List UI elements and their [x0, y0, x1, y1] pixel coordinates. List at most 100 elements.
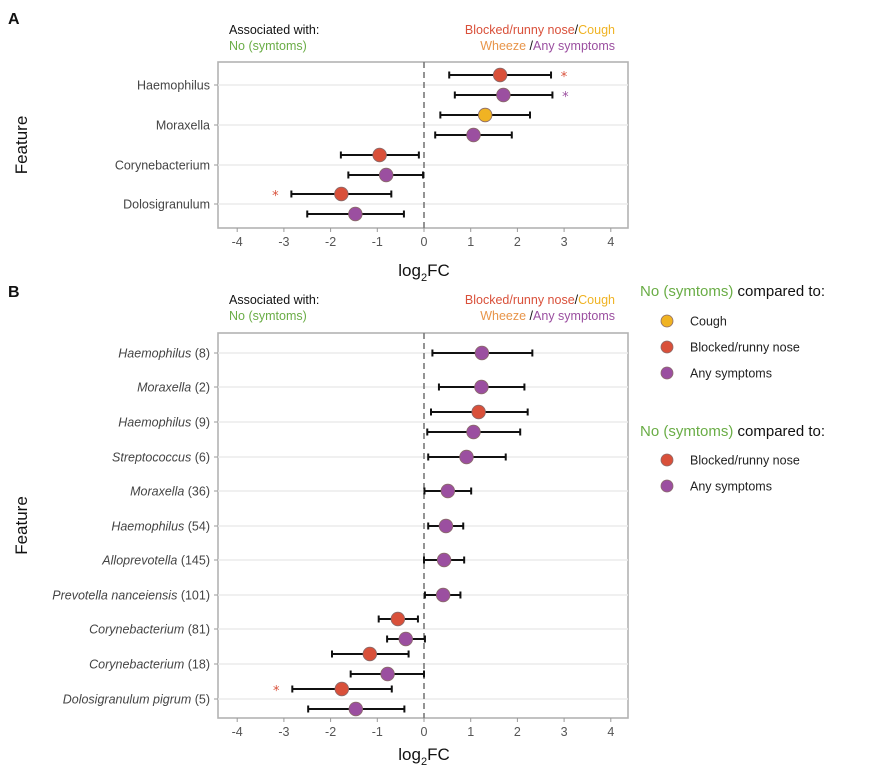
legend-title-compared-to: compared to: [733, 283, 825, 300]
y-tick-label: Moraxella (2) [137, 381, 210, 395]
header-associated-with: Associated with: [229, 293, 319, 307]
point-marker [492, 67, 508, 83]
panel-a: A Associated with: No (symtoms) Blocked/run… [8, 11, 629, 284]
x-tick-label: -4 [232, 725, 243, 739]
point-marker [438, 518, 454, 534]
header-group-wheeze: Wheeze [480, 309, 526, 323]
header-groups-line-1: Blocked/runny nose/Cough [465, 23, 615, 37]
x-axis-title-subscript: 2 [421, 756, 427, 768]
legend-2: No (symtoms) compared to: Blocked/runny n… [640, 423, 825, 494]
legend-item: Blocked/runny nose [660, 453, 800, 468]
header-group-cough: Cough [578, 293, 615, 307]
legend-item: Any symptoms [660, 367, 772, 381]
point-marker [435, 587, 451, 603]
legend-item-label: Blocked/runny nose [690, 341, 800, 355]
point-marker [380, 666, 395, 682]
y-tick-label: Dolosigranulum pigrum (5) [63, 693, 210, 707]
header-group-blocked-runny-nose: Blocked/runny nose [465, 23, 575, 37]
feature-name: Dolosigranulum pigrum [63, 693, 192, 707]
y-tick-label: Corynebacterium (18) [89, 658, 210, 672]
data-point-any-symptoms [347, 167, 425, 183]
data-point-any-symptoms [349, 666, 425, 682]
x-tick-label: -2 [325, 235, 336, 249]
x-axis-title-fc: FC [427, 261, 450, 280]
feature-count: (9) [191, 416, 210, 430]
feature-count: (145) [177, 554, 210, 568]
x-axis-title-fc: FC [427, 745, 450, 764]
feature-name: Haemophilus [118, 347, 191, 361]
x-tick-label: -2 [325, 725, 336, 739]
data-point-blocked-runny-nose [377, 611, 419, 627]
point-marker [398, 631, 413, 647]
point-marker [474, 379, 489, 395]
point-marker [471, 404, 486, 420]
legend-item: Any symptoms [660, 479, 772, 494]
point-marker [459, 449, 474, 465]
plot-area [217, 61, 629, 229]
legend-item: Blocked/runny nose [660, 341, 800, 355]
data-point-blocked-runny-nose: * [273, 681, 393, 699]
feature-count: (8) [191, 347, 210, 361]
y-tick-label: Moraxella [156, 119, 210, 133]
y-tick-label: Corynebacterium (81) [89, 623, 210, 637]
feature-name: Moraxella [130, 485, 184, 499]
feature-name: Haemophilus [118, 416, 191, 430]
point-marker [390, 611, 406, 627]
significance-star: * [272, 189, 279, 204]
y-tick-label: Streptococcus (6) [112, 451, 210, 465]
legend-title: No (symtoms) compared to: [640, 423, 825, 440]
header-groups-line-2: Wheeze /Any symptoms [480, 309, 615, 323]
data-point-any-symptoms [434, 127, 513, 143]
header-group-black: / [526, 39, 533, 53]
point-marker [372, 147, 387, 163]
data-point-any-symptoms [431, 345, 534, 361]
data-point-blocked-runny-nose [339, 147, 420, 163]
x-tick-label: 4 [607, 725, 614, 739]
x-tick-label: 2 [514, 725, 521, 739]
legend-swatch-icon [660, 453, 674, 467]
feature-name: Alloprevotella [101, 554, 177, 568]
y-tick-label: Haemophilus [137, 79, 210, 93]
feature-count: (54) [184, 520, 210, 534]
x-tick-label: 1 [467, 235, 474, 249]
point-marker [496, 87, 511, 103]
panel-b: B Associated with: No (symtoms) Blocked/run… [8, 284, 629, 768]
feature-name: Moraxella [137, 381, 191, 395]
feature-name: Corynebacterium [89, 623, 184, 637]
feature-count: (36) [184, 485, 210, 499]
x-axis-title-log: log [398, 745, 421, 764]
x-tick-label: 3 [561, 235, 568, 249]
x-tick-label: -3 [278, 235, 289, 249]
header-group-wheeze: Wheeze [480, 39, 526, 53]
x-tick-label: 0 [421, 235, 428, 249]
y-tick-label: Haemophilus (8) [118, 347, 210, 361]
legend-item-label: Any symptoms [690, 367, 772, 381]
header-group-any-symptoms: Any symptoms [533, 39, 615, 53]
legend-item-label: Cough [690, 315, 727, 329]
point-marker [466, 127, 481, 143]
panel-letter: B [8, 284, 20, 301]
data-point-blocked-runny-nose [331, 646, 410, 662]
feature-count: (18) [184, 658, 210, 672]
header-no-symptoms: No (symtoms) [229, 309, 307, 323]
header-no-symptoms: No (symtoms) [229, 39, 307, 53]
legend-swatch-icon [660, 314, 674, 328]
y-tick-label: Alloprevotella (145) [101, 554, 210, 568]
legend-swatch-icon [660, 479, 674, 493]
data-point-any-symptoms [386, 631, 426, 647]
header-group-black: / [575, 293, 579, 307]
significance-star: * [561, 70, 568, 85]
legend-item-label: Blocked/runny nose [690, 454, 800, 468]
point-marker [466, 424, 481, 440]
x-axis-title-subscript: 2 [421, 272, 427, 284]
x-tick-label: -4 [232, 235, 243, 249]
data-point-any-symptoms [423, 552, 466, 568]
header-group-black: / [526, 309, 533, 323]
x-tick-label: 1 [467, 725, 474, 739]
header-group-any-symptoms: Any symptoms [533, 309, 615, 323]
feature-count: (101) [177, 589, 210, 603]
data-point-any-symptoms [306, 206, 405, 222]
point-marker [440, 483, 456, 499]
data-point-any-symptoms [423, 483, 473, 499]
